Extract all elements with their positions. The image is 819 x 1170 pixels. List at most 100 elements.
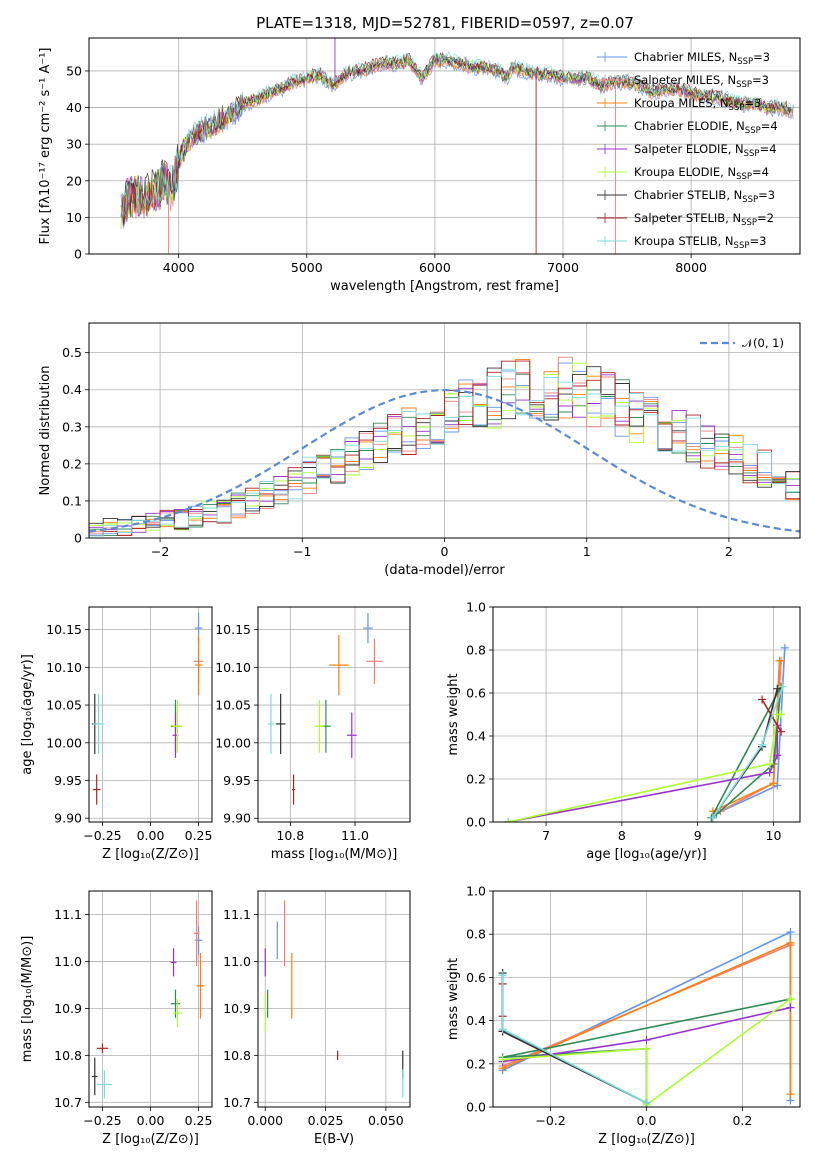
y-tick-label: 10 [66, 210, 82, 225]
legend-item: Salpeter MILES, NSSP=3 [597, 73, 769, 90]
x-tick-label: 0.00 [137, 1113, 165, 1128]
legend-item: Chabrier MILES, NSSP=3 [597, 50, 770, 67]
histogram-series [89, 360, 800, 538]
weight-marker [498, 1055, 507, 1064]
legend-label: Kroupa STELIB, NSSP=3 [634, 234, 766, 251]
weight-marker [786, 1090, 795, 1099]
x-axis-label: mass [log₁₀(M/M⊙)] [271, 847, 398, 862]
legend-marker [600, 213, 610, 223]
weight-marker [773, 781, 782, 790]
y-tick-label: 10.05 [215, 698, 251, 713]
y-tick-label: 1.0 [466, 600, 486, 615]
legend-item: Kroupa ELODIE, NSSP=4 [597, 165, 769, 182]
legend-marker [600, 75, 610, 85]
figure-title: PLATE=1318, MJD=52781, FIBERID=0597, z=0… [256, 14, 634, 32]
y-tick-label: 0.1 [62, 493, 82, 508]
y-tick-label: 10.8 [223, 1048, 251, 1063]
errorbar-point [193, 900, 200, 967]
errorbar-point [196, 952, 205, 1019]
chart-age-vs-Z: −0.25 0.00 0.25 9.90 9.95 10.00 10.05 10.10 10.1… [20, 606, 213, 862]
y-tick-label: 0 [74, 531, 82, 546]
legend-label: Chabrier STELIB, NSSP=3 [634, 188, 775, 205]
legend-marker [600, 98, 610, 108]
legend-label: Salpeter ELODIE, NSSP=4 [634, 142, 777, 159]
x-tick-label: 8000 [675, 260, 707, 275]
chart-mass-vs-EBV: 0.000 0.025 0.050 10.7 10.8 10.9 11.0 11.1 E(B-V… [223, 890, 411, 1147]
legend-item: Chabrier STELIB, NSSP=3 [597, 188, 775, 205]
weight-line [501, 973, 647, 1104]
chart-mass-vs-Z: −0.25 0.00 0.25 10.7 10.8 10.9 11.0 11.1 Z [log₁… [20, 890, 213, 1147]
weight-marker [777, 710, 786, 719]
y-tick-label: 11.1 [54, 907, 82, 922]
errorbar-point [314, 699, 325, 753]
weight-marker [765, 759, 774, 768]
y-tick-label: 9.90 [223, 811, 251, 826]
axes-frame [257, 606, 411, 823]
weight-marker [498, 971, 507, 980]
y-tick-label: 10.00 [215, 735, 251, 750]
y-axis-label: Flux [fλ10⁻¹⁷ erg cm⁻² s⁻¹ A⁻¹] [38, 48, 53, 245]
y-tick-label: 10.05 [46, 698, 82, 713]
y-tick-label: 0.3 [62, 419, 82, 434]
weight-marker [775, 656, 784, 665]
errorbar-point [275, 693, 286, 755]
chart-age-vs-mass: 10.8 11.0 9.90 9.95 10.00 10.05 10.10 10.15 mass… [215, 606, 411, 862]
weight-line [508, 713, 781, 822]
weight-marker [498, 1025, 507, 1034]
x-axis-label: E(B-V) [314, 1132, 354, 1147]
y-tick-label: 10.10 [46, 660, 82, 675]
weight-marker [642, 1098, 651, 1107]
errorbar-point [267, 693, 275, 755]
x-tick-label: 0.0 [637, 1113, 657, 1128]
y-tick-label: 10.9 [223, 1001, 251, 1016]
errorbar-point [172, 999, 183, 1028]
x-tick-label: 11.0 [341, 828, 369, 843]
y-tick-label: 0.8 [466, 927, 486, 942]
y-tick-label: 30 [66, 137, 82, 152]
y-tick-label: 11.0 [54, 954, 82, 969]
legend-marker [600, 144, 610, 154]
x-tick-label: −0.2 [535, 1113, 565, 1128]
spectrum-line [120, 58, 794, 222]
x-axis-label: Z [log₁₀(Z/Z⊙)] [598, 1132, 695, 1147]
legend-label: Kroupa ELODIE, NSSP=4 [634, 165, 769, 182]
y-axis-label: mass weight [446, 958, 461, 1040]
weight-line [508, 725, 779, 822]
histogram-legend: 𝒩(0, 1) [700, 336, 784, 350]
x-tick-label: 7000 [547, 260, 579, 275]
legend-marker [600, 167, 610, 177]
x-tick-label: 0.050 [368, 1113, 404, 1128]
y-tick-label: 9.90 [54, 811, 82, 826]
y-tick-label: 9.95 [54, 773, 82, 788]
plot-area [91, 613, 204, 805]
weight-marker [773, 751, 782, 760]
y-tick-label: 11.1 [223, 907, 251, 922]
legend-marker [600, 121, 610, 131]
x-axis-label: Z [log₁₀(Z/Z⊙)] [102, 1132, 199, 1147]
weight-marker [786, 995, 795, 1003]
weight-marker [758, 695, 767, 704]
weight-marker [780, 643, 789, 652]
y-tick-label: 50 [66, 63, 82, 78]
errorbar-point [194, 926, 203, 955]
histogram-series [89, 368, 800, 538]
y-tick-label: 0.2 [62, 456, 82, 471]
x-axis-label: wavelength [Angstrom, rest frame] [330, 279, 559, 294]
weight-marker [773, 684, 782, 693]
y-tick-label: 0.4 [62, 382, 82, 397]
plot-area [264, 900, 404, 1098]
x-tick-label: 10 [766, 828, 782, 843]
x-tick-label: 0.2 [732, 1113, 752, 1128]
y-axis-label: Normed distribution [38, 366, 53, 496]
y-tick-label: 0.2 [466, 1056, 486, 1071]
errorbar-point [172, 699, 183, 753]
axes-frame [88, 37, 801, 255]
legend-item: Kroupa MILES, NSSP=3 [597, 96, 761, 113]
errorbar-point [363, 613, 373, 644]
weight-marker [765, 768, 774, 777]
errorbar-point [366, 638, 383, 684]
errorbar-point [96, 1043, 109, 1053]
errorbar-point [92, 693, 105, 755]
x-tick-label: 1 [583, 544, 591, 559]
plot-area [498, 928, 795, 1107]
